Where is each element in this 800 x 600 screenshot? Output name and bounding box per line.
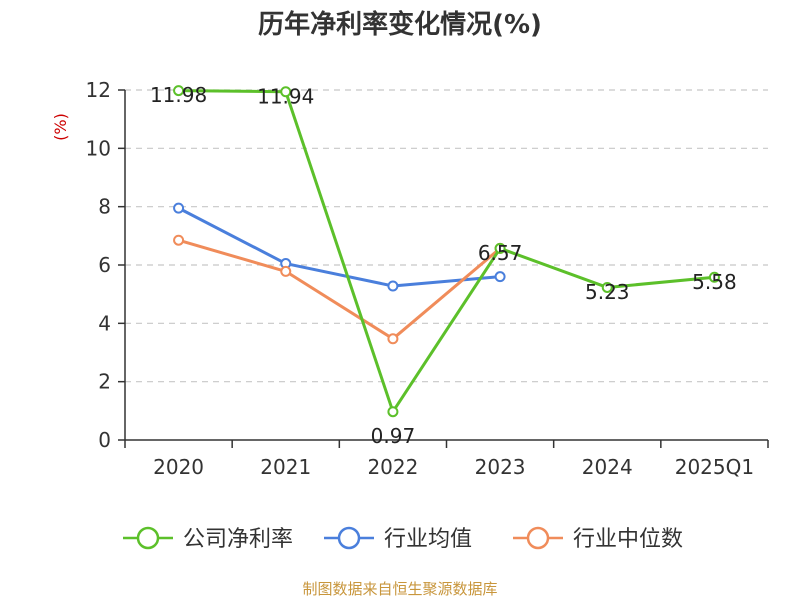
legend-marker — [337, 526, 361, 550]
y-tick-label: 10 — [86, 136, 111, 160]
x-tick-label: 2020 — [153, 455, 204, 479]
data-point-marker[interactable] — [387, 406, 399, 418]
data-label: 0.97 — [371, 424, 416, 448]
data-point-marker[interactable] — [601, 281, 613, 293]
data-point-marker[interactable] — [173, 85, 185, 97]
legend[interactable]: 公司净利率 行业均值 行业中位数 — [123, 526, 683, 552]
x-tick-label: 2024 — [582, 455, 633, 479]
legend-marker — [136, 526, 160, 550]
legend-label: 公司净利率 — [183, 527, 293, 552]
y-tick-label: 8 — [98, 195, 111, 219]
data-label: 11.94 — [257, 84, 314, 108]
y-axis-unit-label: (%) — [51, 113, 70, 141]
data-label: 11.98 — [150, 83, 207, 107]
y-tick-label: 2 — [98, 370, 111, 394]
legend-item-2[interactable]: 行业中位数 — [513, 526, 683, 552]
data-point-marker[interactable] — [280, 86, 292, 98]
chart-title: 历年净利率变化情况(%) — [258, 9, 542, 40]
x-tick-label: 2021 — [260, 455, 311, 479]
data-point-marker[interactable] — [387, 280, 399, 292]
legend-item-1[interactable]: 行业均值 — [324, 526, 472, 552]
legend-label: 行业中位数 — [573, 527, 683, 552]
legend-item-0[interactable]: 公司净利率 — [123, 526, 293, 552]
grid-lines — [125, 89, 768, 383]
legend-label: 行业均值 — [384, 527, 472, 552]
data-labels: 11.98 11.94 0.97 6.57 5.23 5.58 — [150, 83, 737, 448]
data-point-marker[interactable] — [494, 242, 506, 254]
y-tick-label: 4 — [98, 311, 111, 335]
x-tick-label: 2023 — [475, 455, 526, 479]
y-tick-label: 0 — [98, 428, 111, 452]
data-label: 6.57 — [478, 241, 523, 265]
axes: 0 2 4 6 8 10 12 2020 2021 2022 2023 2024 2025Q1 — [86, 78, 769, 479]
data-point-marker[interactable] — [494, 271, 506, 283]
data-point-marker[interactable] — [173, 234, 185, 246]
x-tick-label: 2022 — [367, 455, 418, 479]
data-point-marker[interactable] — [708, 271, 720, 283]
legend-marker — [526, 526, 550, 550]
data-label: 5.58 — [692, 270, 737, 294]
x-tick-label: 2025Q1 — [675, 455, 754, 479]
data-label: 5.23 — [585, 280, 630, 304]
series-lines — [173, 85, 720, 418]
y-tick-label: 12 — [86, 78, 111, 102]
series-line-0 — [178, 89, 715, 414]
data-point-marker[interactable] — [387, 333, 399, 345]
data-point-marker[interactable] — [280, 265, 292, 277]
y-tick-label: 6 — [98, 253, 111, 277]
data-source-note: 制图数据来自恒生聚源数据库 — [302, 580, 497, 598]
series-line-2 — [178, 238, 502, 341]
series-line-1 — [177, 206, 501, 288]
data-point-marker[interactable] — [173, 202, 185, 214]
